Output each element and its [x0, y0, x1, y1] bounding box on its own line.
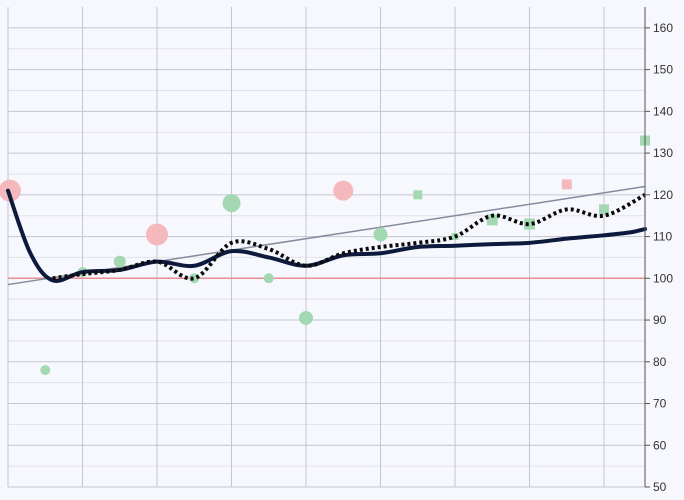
y-tick-label: 150 [653, 63, 673, 77]
y-tick-label: 60 [653, 438, 667, 452]
y-tick-label: 120 [653, 188, 673, 202]
y-tick-label: 140 [653, 104, 673, 118]
y-tick-label: 70 [653, 397, 667, 411]
data-point [146, 223, 169, 246]
data-point [373, 227, 388, 242]
data-point [263, 273, 274, 284]
series-lines [6, 188, 647, 283]
data-point-square [486, 214, 498, 226]
data-point [299, 310, 314, 325]
data-point-square [524, 218, 536, 230]
grid [7, 7, 645, 488]
data-point [333, 180, 354, 201]
reference-lines [7, 185, 646, 286]
data-point [0, 179, 21, 202]
trend-line [7, 185, 646, 286]
y-tick-label: 90 [653, 313, 667, 327]
series-line-dotted [52, 193, 646, 281]
data-point [222, 194, 241, 213]
y-axis: 50 60 70 80 90 100 110 120 130 140 150 160 [644, 7, 673, 494]
data-point-square [599, 204, 610, 215]
y-tick-label: 80 [653, 355, 667, 369]
y-tick-label: 130 [653, 146, 673, 160]
y-tick-label: 160 [653, 21, 673, 35]
data-point [113, 255, 126, 268]
data-point-square [413, 190, 423, 200]
y-tick-label: 110 [653, 230, 672, 244]
data-point [40, 365, 51, 376]
y-tick-label: 50 [653, 480, 667, 494]
y-tick-label: 100 [653, 271, 673, 285]
data-point-square [561, 179, 572, 190]
